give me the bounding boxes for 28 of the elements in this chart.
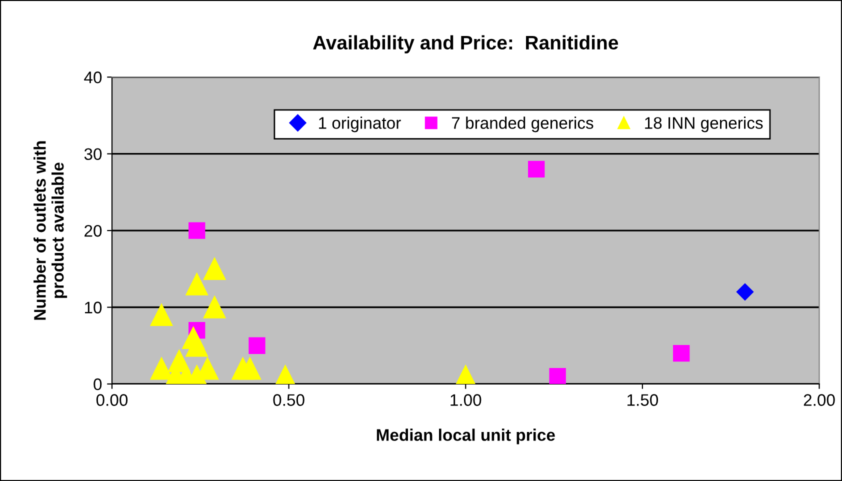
y-tick-label: 20: [84, 224, 102, 237]
y-axis-title: Number of outlets with product available: [34, 141, 68, 320]
point: [673, 344, 690, 362]
x-tick-label: 2.00: [804, 394, 835, 406]
y-tick-label: 40: [84, 72, 102, 84]
chart-title: Availability and Price: Ranitidine: [313, 35, 618, 54]
point: [238, 358, 262, 380]
legend-label: 18 INN generics: [645, 116, 763, 132]
point: [188, 222, 206, 239]
legend-label: 1 originator: [319, 116, 401, 132]
point: [736, 283, 754, 300]
point: [150, 304, 173, 326]
point: [186, 334, 208, 357]
point: [528, 160, 545, 178]
point: [203, 296, 226, 318]
y-tick-label: 0: [94, 378, 102, 390]
x-tick-label: 1.00: [450, 394, 482, 406]
point: [549, 368, 566, 384]
x-tick-label: 1.50: [628, 394, 658, 406]
y-tick-label: 30: [84, 148, 102, 160]
point: [248, 337, 266, 354]
point: [186, 273, 208, 296]
legend-label: 7 branded generics: [452, 116, 594, 132]
x-tick-label: 0.00: [96, 394, 128, 406]
y-tick-label: 10: [85, 302, 102, 314]
x-axis-title: Median local unit price: [376, 428, 555, 444]
point: [203, 258, 226, 280]
x-tick-label: 0.50: [273, 394, 304, 406]
